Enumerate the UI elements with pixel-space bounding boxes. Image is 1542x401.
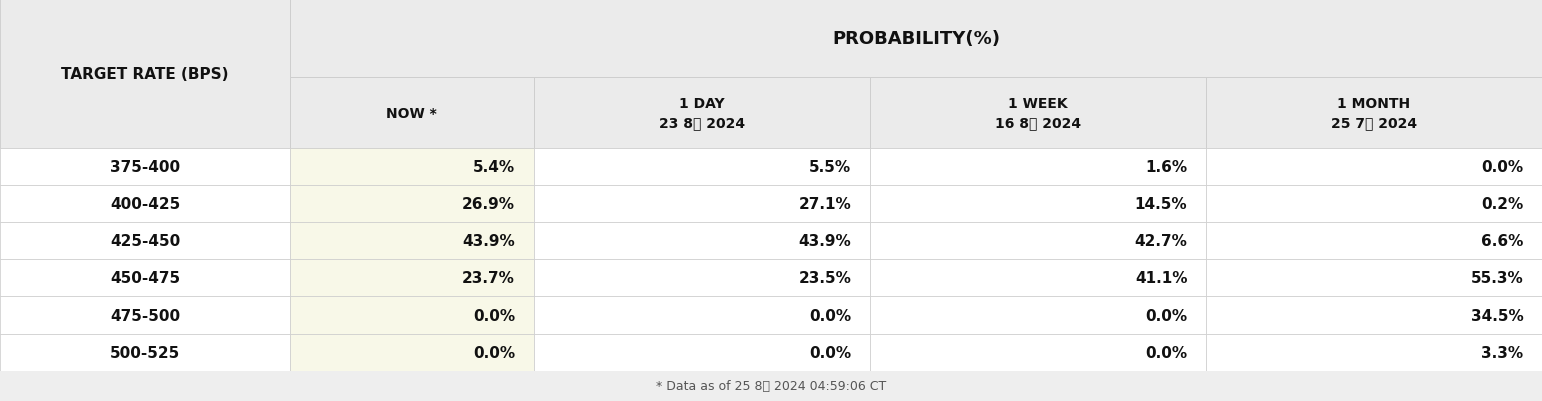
Bar <box>870 78 1206 148</box>
Bar <box>290 260 534 297</box>
Bar <box>290 148 534 186</box>
Text: * Data as of 25 8月 2024 04:59:06 CT: * Data as of 25 8月 2024 04:59:06 CT <box>655 379 887 393</box>
Text: 0.0%: 0.0% <box>1146 308 1187 323</box>
Bar <box>870 186 1206 223</box>
Text: 1.6%: 1.6% <box>1146 160 1187 174</box>
Bar <box>290 297 534 334</box>
Text: 0.2%: 0.2% <box>1482 196 1523 211</box>
Text: 400-425: 400-425 <box>109 196 180 211</box>
Bar <box>290 186 534 223</box>
Bar <box>290 223 534 260</box>
Bar <box>1206 186 1542 223</box>
Text: NOW *: NOW * <box>387 106 436 120</box>
Bar <box>0 297 290 334</box>
Bar <box>870 297 1206 334</box>
Text: 1 DAY
23 8月 2024: 1 DAY 23 8月 2024 <box>658 97 745 130</box>
Bar <box>1206 334 1542 371</box>
Text: 500-525: 500-525 <box>109 345 180 360</box>
Bar <box>1206 260 1542 297</box>
Bar <box>534 186 870 223</box>
Bar <box>534 223 870 260</box>
Bar <box>534 78 870 148</box>
Text: 41.1%: 41.1% <box>1135 271 1187 286</box>
Text: 475-500: 475-500 <box>109 308 180 323</box>
Bar <box>0 223 290 260</box>
Text: 14.5%: 14.5% <box>1135 196 1187 211</box>
Bar <box>870 223 1206 260</box>
Bar <box>0 186 290 223</box>
Text: 43.9%: 43.9% <box>799 234 851 249</box>
Text: 0.0%: 0.0% <box>1146 345 1187 360</box>
Text: 450-475: 450-475 <box>109 271 180 286</box>
Bar <box>0 334 290 371</box>
Text: 0.0%: 0.0% <box>1482 160 1523 174</box>
Text: 0.0%: 0.0% <box>810 345 851 360</box>
Text: 0.0%: 0.0% <box>810 308 851 323</box>
Bar <box>0 0 290 148</box>
Bar <box>870 148 1206 186</box>
Bar <box>870 334 1206 371</box>
Text: 375-400: 375-400 <box>109 160 180 174</box>
Bar <box>534 148 870 186</box>
Text: 1 WEEK
16 8月 2024: 1 WEEK 16 8月 2024 <box>995 97 1081 130</box>
Text: 0.0%: 0.0% <box>473 345 515 360</box>
Bar <box>870 260 1206 297</box>
Text: 42.7%: 42.7% <box>1135 234 1187 249</box>
Bar <box>1206 78 1542 148</box>
Bar <box>534 260 870 297</box>
Text: 425-450: 425-450 <box>109 234 180 249</box>
Text: TARGET RATE (BPS): TARGET RATE (BPS) <box>62 67 228 82</box>
Text: 5.4%: 5.4% <box>473 160 515 174</box>
Bar <box>290 78 534 148</box>
Bar <box>1206 148 1542 186</box>
Bar <box>1206 297 1542 334</box>
Text: 26.9%: 26.9% <box>463 196 515 211</box>
Bar <box>290 334 534 371</box>
Text: PROBABILITY(%): PROBABILITY(%) <box>833 30 999 48</box>
Text: 27.1%: 27.1% <box>799 196 851 211</box>
Text: 43.9%: 43.9% <box>463 234 515 249</box>
Bar <box>534 334 870 371</box>
Text: 34.5%: 34.5% <box>1471 308 1523 323</box>
Text: 23.5%: 23.5% <box>799 271 851 286</box>
Bar <box>0 371 1542 401</box>
Text: 1 MONTH
25 7月 2024: 1 MONTH 25 7月 2024 <box>1331 97 1417 130</box>
Bar <box>290 0 1542 78</box>
Text: 0.0%: 0.0% <box>473 308 515 323</box>
Text: 55.3%: 55.3% <box>1471 271 1523 286</box>
Bar <box>0 148 290 186</box>
Bar <box>534 297 870 334</box>
Bar <box>0 260 290 297</box>
Text: 5.5%: 5.5% <box>810 160 851 174</box>
Text: 6.6%: 6.6% <box>1482 234 1523 249</box>
Text: 23.7%: 23.7% <box>463 271 515 286</box>
Bar <box>1206 223 1542 260</box>
Text: 3.3%: 3.3% <box>1482 345 1523 360</box>
